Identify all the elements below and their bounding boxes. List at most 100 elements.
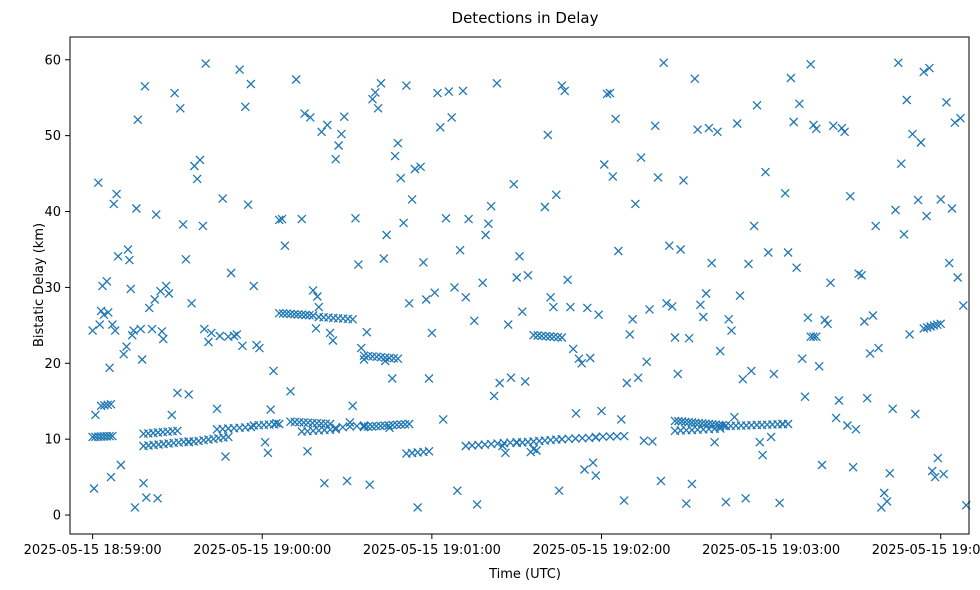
data-point	[642, 357, 652, 367]
data-point	[345, 418, 355, 427]
data-point	[441, 213, 451, 223]
data-point	[131, 204, 141, 213]
data-point	[809, 120, 818, 130]
data-point	[842, 421, 852, 430]
data-point	[450, 282, 459, 292]
data-point	[933, 453, 943, 463]
data-point	[800, 392, 810, 402]
x-axis-label: Time (UTC)	[488, 567, 561, 582]
data-point	[322, 120, 332, 130]
data-point	[274, 419, 284, 429]
plot-frame	[69, 36, 970, 535]
data-point	[345, 422, 355, 432]
data-point	[404, 298, 414, 308]
data-point	[543, 130, 553, 140]
data-point	[882, 496, 892, 506]
data-point	[305, 112, 315, 122]
data-point	[246, 79, 256, 89]
data-point	[557, 333, 567, 342]
data-point	[495, 378, 505, 388]
data-point	[936, 194, 946, 204]
data-point	[540, 202, 550, 212]
data-point	[133, 115, 143, 125]
data-point	[348, 314, 358, 324]
data-point	[170, 88, 180, 98]
data-point	[647, 436, 657, 446]
data-point	[157, 326, 167, 336]
data-point	[269, 366, 278, 376]
data-point	[715, 346, 725, 356]
data-point	[529, 330, 539, 340]
data-point	[857, 270, 867, 280]
y-tick-label: 50	[44, 129, 61, 144]
data-point	[625, 329, 635, 339]
data-point	[447, 112, 457, 122]
data-point	[845, 191, 855, 201]
data-point	[140, 81, 150, 91]
data-point	[164, 289, 174, 298]
data-point	[783, 419, 793, 429]
data-point	[351, 213, 360, 223]
data-point	[826, 278, 835, 288]
data-point	[373, 103, 383, 113]
data-point	[99, 310, 109, 320]
data-point	[235, 65, 245, 75]
data-point	[613, 246, 623, 256]
data-point	[597, 406, 606, 416]
data-point	[317, 127, 327, 137]
data-point	[181, 254, 191, 264]
data-point	[913, 195, 923, 205]
data-point	[266, 405, 276, 415]
data-point	[124, 255, 134, 265]
data-point	[956, 113, 965, 123]
data-point	[628, 314, 638, 324]
data-point	[831, 413, 841, 423]
data-point	[953, 273, 963, 282]
data-point	[336, 129, 346, 139]
data-point	[105, 431, 115, 441]
data-point	[199, 324, 209, 334]
data-point	[483, 219, 493, 229]
data-point	[633, 373, 643, 383]
data-point	[532, 446, 541, 455]
data-point	[399, 218, 409, 228]
data-point	[469, 316, 479, 326]
chart-title: Detections in Delay	[452, 9, 599, 27]
data-point	[137, 355, 147, 364]
data-point	[413, 502, 423, 512]
data-point	[859, 317, 869, 326]
data-point	[687, 479, 697, 489]
data-point	[433, 88, 442, 98]
data-point	[888, 404, 898, 414]
data-point	[529, 444, 539, 454]
data-point	[947, 204, 957, 213]
data-point	[741, 493, 751, 503]
data-points	[88, 58, 971, 512]
data-point	[271, 418, 281, 428]
data-point	[577, 358, 587, 368]
data-point	[243, 200, 253, 210]
x-tick-label: 2025-05-15 19:04:00	[872, 543, 980, 558]
data-point	[823, 319, 833, 329]
data-point	[376, 421, 385, 431]
data-point	[930, 472, 940, 482]
data-point	[568, 344, 578, 354]
data-point	[546, 292, 556, 302]
data-point	[715, 424, 725, 433]
data-point	[571, 434, 580, 443]
data-point	[560, 86, 570, 96]
data-point	[591, 432, 601, 442]
data-point	[820, 315, 830, 325]
data-point	[401, 81, 411, 91]
data-point	[594, 310, 604, 320]
data-point	[218, 194, 228, 204]
data-point	[95, 320, 105, 330]
data-point	[311, 323, 321, 333]
data-point	[554, 486, 564, 496]
x-tick-label: 2025-05-15 19:00:00	[193, 543, 331, 558]
data-point	[123, 245, 133, 254]
data-point	[455, 245, 465, 255]
data-point	[828, 121, 838, 131]
data-point	[893, 58, 903, 68]
